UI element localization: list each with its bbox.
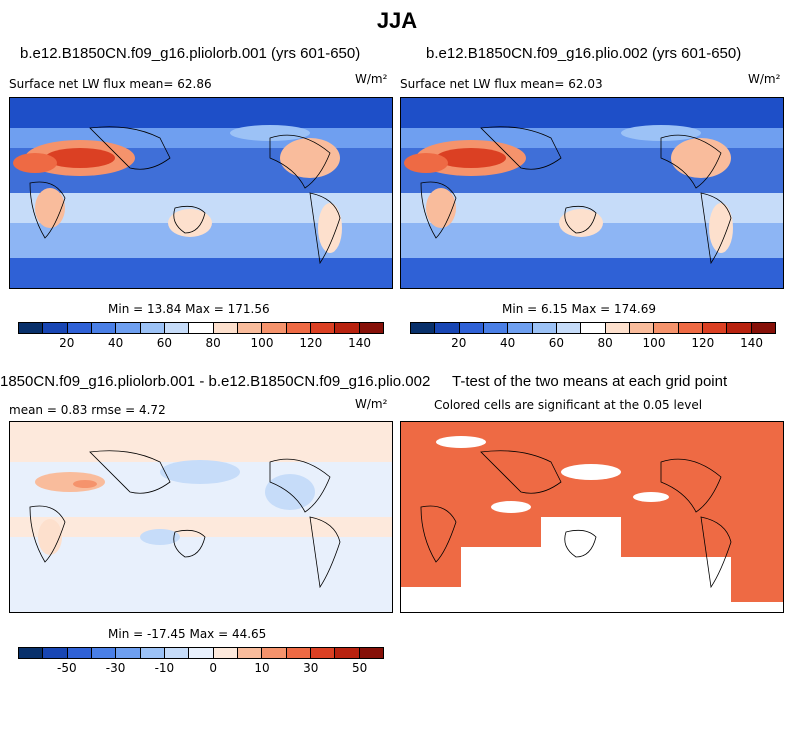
colorbar-tick-label: 40: [107, 336, 124, 350]
panel3-minmax: Min = -17.45 Max = 44.65: [108, 627, 267, 641]
colorbar-tick-label: 60: [548, 336, 565, 350]
colorbar-tick-label: 80: [205, 336, 221, 350]
colorbar-swatch: [335, 323, 360, 333]
colorbar-swatch: [213, 648, 238, 658]
colorbar-swatch: [435, 323, 460, 333]
colorbar-swatch: [702, 323, 728, 333]
colorbar-swatch: [91, 648, 117, 658]
panel2-units: W/m²: [748, 72, 781, 86]
colorbar-swatch: [91, 323, 117, 333]
colorbar-swatch: [43, 648, 68, 658]
colorbar-swatch: [459, 323, 484, 333]
colorbar-tick-label: 20: [451, 336, 467, 350]
panel2-title: b.e12.B1850CN.f09_g16.plio.002 (yrs 601-…: [426, 45, 742, 62]
panel3-title: 1850CN.f09_g16.pliolorb.001 - b.e12.B185…: [0, 373, 431, 390]
colorbar-swatch: [411, 323, 436, 333]
colorbar-swatch: [237, 648, 263, 658]
panel1-minmax: Min = 13.84 Max = 171.56: [108, 302, 270, 316]
colorbar-swatch: [556, 323, 582, 333]
panel2-minmax: Min = 6.15 Max = 174.69: [502, 302, 656, 316]
colorbar-tick-label: 140: [348, 336, 372, 350]
colorbar-swatch: [19, 323, 44, 333]
colorbar-swatch: [116, 323, 141, 333]
colorbar-swatch: [508, 323, 533, 333]
colorbar-swatch: [164, 323, 190, 333]
colorbar-swatch: [581, 323, 606, 333]
panel4-title: T-test of the two means at each grid poi…: [452, 373, 728, 390]
colorbar-swatch: [43, 323, 68, 333]
colorbar-tick-label: 60: [156, 336, 173, 350]
colorbar-swatch: [359, 323, 383, 333]
colorbar-swatch: [751, 323, 775, 333]
panel3-units: W/m²: [355, 397, 388, 411]
panel1-title: b.e12.B1850CN.f09_g16.pliolorb.001 (yrs …: [20, 45, 361, 62]
colorbar-swatch: [310, 648, 336, 658]
panel3-map: [9, 421, 393, 613]
panel1-colorbar: [18, 322, 384, 334]
colorbar-swatch: [678, 323, 703, 333]
colorbar-swatch: [605, 323, 630, 333]
colorbar-tick-label: 140: [740, 336, 764, 350]
colorbar-tick-label: 80: [597, 336, 613, 350]
panel2-map: [400, 97, 784, 289]
panel2-subtitle: Surface net LW flux mean= 62.03: [400, 77, 603, 91]
colorbar-swatch: [532, 323, 557, 333]
colorbar-tick-label: 120: [691, 336, 715, 350]
colorbar-swatch: [359, 648, 383, 658]
panel3-colorbar: [18, 647, 384, 659]
panel1-map: [9, 97, 393, 289]
colorbar-tick-label: 0: [209, 661, 218, 675]
colorbar-swatch: [213, 323, 238, 333]
colorbar-swatch: [237, 323, 263, 333]
colorbar-swatch: [727, 323, 752, 333]
panel2-colorbar: [410, 322, 776, 334]
colorbar-swatch: [335, 648, 360, 658]
colorbar-swatch: [629, 323, 655, 333]
colorbar-swatch: [189, 648, 214, 658]
panel4-map: [400, 421, 784, 613]
colorbar-tick-label: -50: [56, 661, 77, 675]
figure-title: JJA: [376, 8, 418, 33]
panel3-subtitle: mean = 0.83 rmse = 4.72: [9, 403, 166, 417]
colorbar-swatch: [19, 648, 44, 658]
colorbar-swatch: [140, 323, 165, 333]
colorbar-swatch: [262, 648, 287, 658]
colorbar-tick-label: 20: [59, 336, 75, 350]
colorbar-tick-label: 40: [499, 336, 516, 350]
panel1-subtitle: Surface net LW flux mean= 62.86: [9, 77, 212, 91]
colorbar-swatch: [286, 323, 311, 333]
colorbar-tick-label: 100: [250, 336, 274, 350]
colorbar-tick-label: 50: [351, 661, 368, 675]
colorbar-tick-label: 120: [299, 336, 323, 350]
colorbar-swatch: [310, 323, 336, 333]
colorbar-swatch: [654, 323, 679, 333]
colorbar-swatch: [67, 323, 92, 333]
colorbar-swatch: [286, 648, 311, 658]
colorbar-swatch: [116, 648, 141, 658]
colorbar-swatch: [140, 648, 165, 658]
colorbar-tick-label: 100: [642, 336, 666, 350]
colorbar-swatch: [189, 323, 214, 333]
colorbar-swatch: [262, 323, 287, 333]
panel4-subtitle: Colored cells are significant at the 0.0…: [434, 398, 703, 412]
colorbar-swatch: [67, 648, 92, 658]
colorbar-tick-label: -30: [105, 661, 126, 675]
colorbar-swatch: [483, 323, 509, 333]
colorbar-tick-label: -10: [154, 661, 175, 675]
panel1-units: W/m²: [355, 72, 388, 86]
colorbar-swatch: [164, 648, 190, 658]
colorbar-tick-label: 10: [254, 661, 270, 675]
colorbar-tick-label: 30: [303, 661, 319, 675]
